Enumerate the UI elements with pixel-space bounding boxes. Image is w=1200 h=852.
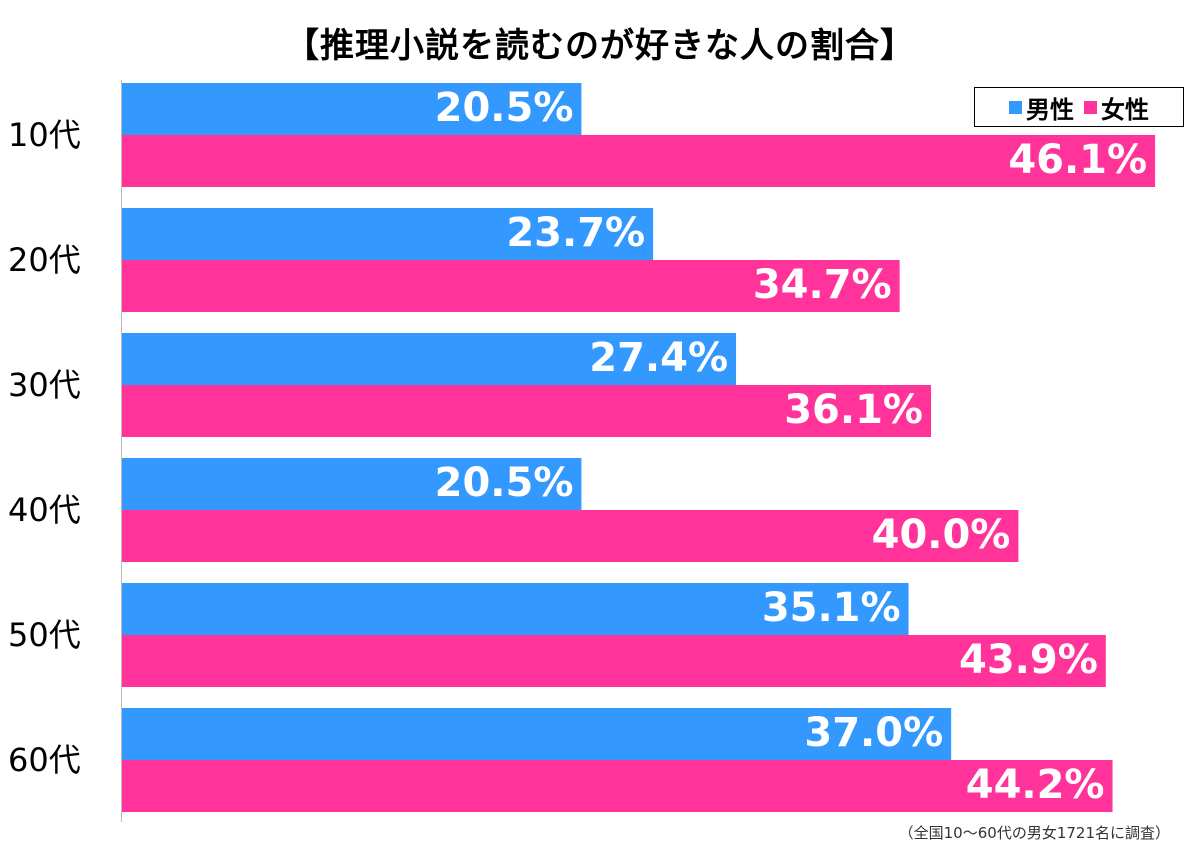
bar-male-3 <box>122 458 582 510</box>
bar-value-label-female-2: 36.1% <box>784 387 923 433</box>
legend-item-female: 女性 <box>1084 90 1149 125</box>
bar-value-label-female-4: 43.9% <box>959 637 1098 683</box>
category-label-1: 20代 <box>8 241 81 279</box>
legend-swatch-male <box>1009 100 1022 114</box>
legend-swatch-female <box>1084 100 1097 114</box>
bar-male-5 <box>122 708 952 760</box>
bar-male-1 <box>122 208 654 260</box>
bar-value-label-female-3: 40.0% <box>872 512 1011 558</box>
bar-female-1 <box>122 260 900 312</box>
legend-item-male: 男性 <box>1009 90 1074 125</box>
legend: 男性 女性 <box>974 87 1184 127</box>
bar-value-label-male-3: 20.5% <box>435 460 574 506</box>
bar-value-label-male-1: 23.7% <box>506 210 645 256</box>
bar-female-3 <box>122 510 1019 562</box>
bar-value-label-male-2: 27.4% <box>589 335 728 381</box>
bar-value-label-male-0: 20.5% <box>435 85 574 131</box>
legend-label-female: 女性 <box>1101 95 1149 124</box>
bar-value-label-female-5: 44.2% <box>966 762 1105 808</box>
bar-male-2 <box>122 333 737 385</box>
bar-value-label-male-5: 37.0% <box>804 710 943 756</box>
bar-female-4 <box>122 635 1106 687</box>
bar-value-label-female-1: 34.7% <box>753 262 892 308</box>
category-label-2: 30代 <box>8 366 81 404</box>
chart-title: 【推理小説を読むのが好きな人の割合】 <box>285 26 915 66</box>
bar-male-4 <box>122 583 909 635</box>
survey-note: （全国10～60代の男女1721名に調査） <box>898 824 1170 842</box>
category-label-0: 10代 <box>8 116 81 154</box>
bar-male-0 <box>122 83 582 135</box>
bar-female-2 <box>122 385 932 437</box>
category-label-3: 40代 <box>8 491 81 529</box>
bar-value-label-female-0: 46.1% <box>1008 137 1147 183</box>
legend-label-male: 男性 <box>1026 95 1074 124</box>
bar-value-label-male-4: 35.1% <box>762 585 901 631</box>
bar-female-0 <box>122 135 1156 187</box>
category-label-5: 60代 <box>8 741 81 779</box>
bar-female-5 <box>122 760 1113 812</box>
category-label-4: 50代 <box>8 616 81 654</box>
